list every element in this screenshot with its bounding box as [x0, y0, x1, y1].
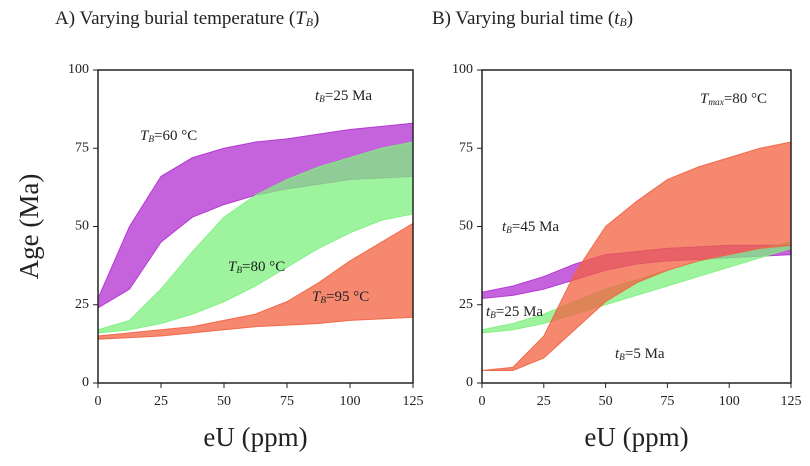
text-part: t [615, 346, 620, 362]
x-tick-label: 100 [719, 394, 740, 409]
y-tick-label: 75 [459, 140, 473, 155]
x-tick-label: 25 [154, 394, 168, 409]
y-axis-label: Age (Ma) [14, 174, 44, 280]
annotation: tB=25 Ma [315, 88, 372, 104]
y-tick-label: 100 [68, 62, 89, 77]
text-part: T [312, 289, 322, 305]
text-part: T [700, 91, 710, 107]
text-part: =60 °C [154, 128, 197, 144]
x-tick-label: 25 [537, 394, 551, 409]
x-tick-label: 125 [403, 394, 424, 409]
text-part: =80 °C [724, 91, 767, 107]
text-part: T [140, 128, 150, 144]
y-tick-label: 100 [452, 62, 473, 77]
x-tick-label: 0 [95, 394, 102, 409]
text-part: B [620, 16, 627, 29]
band-label: tB=45 Ma [502, 219, 559, 235]
x-tick-label: 50 [599, 394, 613, 409]
text-part: B [619, 353, 625, 363]
text-part: B [320, 296, 326, 306]
text-part: t [315, 88, 320, 104]
band-label: TB=60 °C [140, 128, 197, 144]
panel-title: A) Varying burial temperature (TB) [55, 8, 319, 29]
x-tick-label: 75 [660, 394, 674, 409]
text-part: t [614, 8, 620, 29]
band-label: TB=80 °C [228, 259, 285, 275]
text-part: max [708, 98, 724, 108]
text-part: t [486, 304, 491, 320]
text-part: B [490, 311, 496, 321]
x-tick-label: 0 [479, 394, 486, 409]
text-part: B [148, 135, 154, 145]
x-tick-label: 125 [781, 394, 802, 409]
y-tick-label: 25 [459, 297, 473, 312]
y-tick-label: 25 [75, 297, 89, 312]
x-axis-label: eU (ppm) [203, 422, 307, 452]
y-tick-label: 50 [459, 219, 473, 234]
text-part: =80 °C [242, 259, 285, 275]
text-part: A) Varying burial temperature ( [55, 8, 295, 29]
text-part: =25 Ma [496, 304, 544, 320]
text-part: T [295, 8, 307, 29]
text-part: B [306, 16, 313, 29]
y-tick-label: 0 [82, 375, 89, 390]
x-axis-label: eU (ppm) [584, 422, 688, 452]
band-label: tB=5 Ma [615, 346, 665, 362]
text-part: B) Varying burial time ( [432, 8, 614, 29]
panel-title: B) Varying burial time (tB) [432, 8, 633, 29]
text-part: T [228, 259, 238, 275]
text-part: B [236, 266, 242, 276]
text-part: B [319, 95, 325, 105]
y-tick-label: 75 [75, 140, 89, 155]
text-part: =25 Ma [325, 88, 373, 104]
annotation: Tmax=80 °C [700, 91, 767, 107]
band-label: tB=25 Ma [486, 304, 543, 320]
text-part: t [502, 219, 507, 235]
y-tick-label: 50 [75, 219, 89, 234]
text-part: ) [627, 8, 633, 29]
band-label: TB=95 °C [312, 289, 369, 305]
text-part: =5 Ma [625, 346, 665, 362]
x-tick-label: 50 [217, 394, 231, 409]
text-part: =95 °C [326, 289, 369, 305]
text-part: B [506, 226, 512, 236]
y-tick-label: 0 [466, 375, 473, 390]
x-tick-label: 100 [340, 394, 361, 409]
text-part: =45 Ma [512, 219, 560, 235]
text-part: ) [313, 8, 319, 29]
x-tick-label: 75 [280, 394, 294, 409]
